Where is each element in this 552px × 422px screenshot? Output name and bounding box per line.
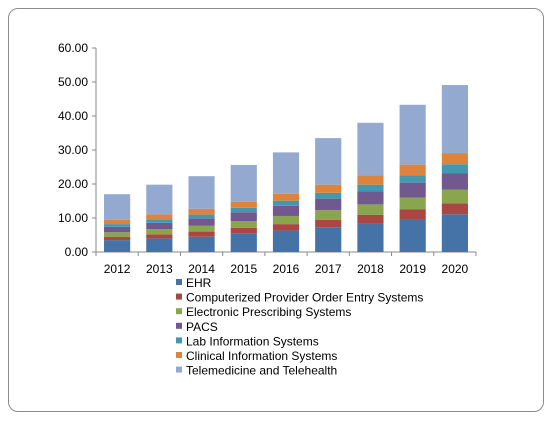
y-tick-label: 30.00 — [58, 143, 88, 157]
y-tick-label: 0.00 — [65, 245, 89, 259]
bar-segment — [441, 153, 468, 165]
legend-label: PACS — [186, 320, 218, 334]
bar-segment — [357, 214, 384, 224]
bar-segment — [188, 225, 215, 232]
bar-segment — [272, 230, 300, 252]
bar-segment — [315, 192, 342, 199]
legend-label: Computerized Provider Order Entry System… — [186, 291, 423, 305]
bar-segment — [441, 189, 468, 204]
legend-swatch — [176, 352, 182, 358]
bar-segment — [357, 175, 384, 185]
bar-segment — [230, 212, 257, 222]
bar-segment — [441, 85, 468, 154]
bar-segment — [357, 122, 384, 176]
y-axis: 0.00 10.00 20.00 30.00 40.00 50.00 60.00 — [58, 41, 97, 259]
bar-segment — [399, 209, 426, 220]
legend-label: Clinical Information Systems — [186, 349, 337, 363]
x-axis: 2012 2013 2014 2015 2016 2017 2018 2019 2020 — [95, 251, 477, 276]
bar-segment — [104, 240, 131, 252]
legend-swatch — [176, 366, 182, 373]
bar-segment — [104, 224, 131, 227]
bar-segment — [315, 138, 342, 185]
bar-segment — [230, 221, 257, 228]
legend-swatch — [176, 322, 182, 329]
legend-label: EHR — [186, 276, 212, 290]
legend-label: Electronic Prescribing Systems — [186, 305, 351, 319]
x-tick-label: 2018 — [357, 262, 384, 276]
bar-segment — [188, 236, 215, 252]
bar-segment — [357, 223, 384, 252]
bar-segment — [399, 219, 426, 252]
bar-segment — [188, 218, 215, 226]
bar-segment — [357, 191, 384, 205]
bar-segment — [272, 205, 300, 216]
x-tick-label: 2016 — [273, 262, 300, 276]
bar-segment — [272, 200, 300, 206]
bar-segment — [146, 214, 173, 220]
x-tick-label: 2012 — [104, 262, 131, 276]
bar-segment — [399, 197, 426, 210]
bar-segment — [357, 184, 384, 192]
bar-segment — [230, 233, 257, 252]
bar-segment — [399, 175, 426, 183]
bar-segment — [188, 214, 215, 219]
bar-segment — [315, 198, 342, 211]
bar-segment — [146, 229, 173, 235]
bar-segment — [315, 184, 342, 193]
bar-segment — [399, 104, 426, 165]
bar-segment — [230, 164, 257, 202]
y-tick-label: 10.00 — [58, 211, 88, 225]
bar-segment — [357, 204, 384, 215]
bar-segment — [441, 164, 468, 174]
bar-segment — [104, 219, 131, 225]
legend-swatch — [176, 293, 182, 300]
bar-segment — [146, 234, 173, 239]
y-tick-label: 20.00 — [58, 177, 88, 191]
y-tick-label: 40.00 — [58, 109, 88, 123]
bar-segment — [272, 215, 300, 225]
legend-swatch — [176, 337, 182, 344]
bar-segment — [272, 152, 300, 194]
bar-segment — [104, 232, 131, 237]
bar-segment — [315, 219, 342, 228]
x-tick-label: 2019 — [399, 262, 426, 276]
bar-segment — [104, 236, 131, 241]
bar-segment — [399, 182, 426, 198]
bar-segment — [230, 201, 257, 208]
legend-swatch — [176, 308, 182, 315]
bar-segment — [315, 227, 342, 252]
bar-segment — [146, 219, 173, 223]
bar-segment — [146, 184, 173, 215]
x-tick-label: 2017 — [315, 262, 342, 276]
y-tick-label: 50.00 — [58, 75, 88, 89]
x-tick-label: 2013 — [146, 262, 173, 276]
bar-segment — [104, 194, 131, 220]
bar-segment — [230, 227, 257, 234]
y-tick-label: 60.00 — [58, 41, 88, 55]
bar-segment — [188, 176, 215, 209]
bar-segment — [146, 222, 173, 230]
bar-segment — [188, 208, 215, 215]
legend-label: Lab Information Systems — [186, 334, 319, 348]
bar-segment — [399, 164, 426, 176]
bar-segment — [188, 231, 215, 237]
bar-segment — [441, 203, 468, 215]
legend-label: Telemedicine and Telehealth — [186, 364, 337, 378]
x-tick-label: 2020 — [442, 262, 469, 276]
bars — [104, 85, 468, 252]
bar-segment — [441, 214, 468, 252]
bar-segment — [272, 224, 300, 231]
bar-segment — [441, 173, 468, 190]
x-tick-label: 2014 — [188, 262, 215, 276]
bar-segment — [315, 210, 342, 220]
bar-segment — [272, 193, 300, 201]
bar-segment — [104, 226, 131, 233]
legend-swatch — [176, 279, 182, 285]
x-tick-label: 2015 — [230, 262, 257, 276]
bar-segment — [230, 207, 257, 213]
bar-segment — [146, 238, 173, 252]
